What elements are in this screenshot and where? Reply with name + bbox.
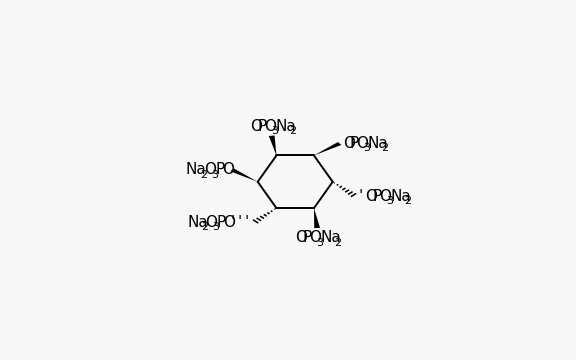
Polygon shape [314, 142, 342, 156]
Text: P: P [350, 136, 359, 151]
Text: P: P [257, 118, 266, 134]
Text: O: O [204, 162, 216, 177]
Text: O: O [365, 189, 377, 204]
Text: P: P [372, 189, 381, 204]
Text: 3: 3 [316, 238, 323, 248]
Text: 2: 2 [200, 170, 207, 180]
Text: O: O [357, 136, 369, 151]
Text: 3: 3 [211, 170, 218, 180]
Text: 2: 2 [404, 196, 411, 206]
Text: 3: 3 [363, 144, 370, 153]
Text: O: O [343, 136, 355, 151]
Text: Na: Na [186, 162, 207, 177]
Polygon shape [314, 208, 320, 228]
Text: O: O [295, 230, 308, 245]
Polygon shape [269, 135, 276, 156]
Text: P: P [302, 230, 312, 245]
Text: P: P [217, 215, 226, 230]
Text: O: O [223, 215, 235, 230]
Text: 3: 3 [212, 222, 219, 233]
Text: Na: Na [275, 118, 296, 134]
Text: Na: Na [368, 136, 389, 151]
Text: 2: 2 [335, 238, 342, 248]
Text: P: P [215, 162, 224, 177]
Text: 2: 2 [382, 144, 389, 153]
Text: O: O [309, 230, 321, 245]
Text: ': ' [237, 215, 241, 230]
Polygon shape [230, 168, 257, 182]
Text: 3: 3 [271, 126, 278, 136]
Text: 3: 3 [386, 196, 393, 206]
Text: ': ' [244, 215, 248, 230]
Text: O: O [264, 118, 276, 134]
Text: ': ' [358, 189, 362, 204]
Text: Na: Na [187, 215, 208, 230]
Text: Na: Na [321, 230, 342, 245]
Text: 2: 2 [289, 126, 296, 136]
Text: O: O [250, 118, 262, 134]
Text: 2: 2 [201, 222, 208, 233]
Text: O: O [205, 215, 217, 230]
Text: O: O [379, 189, 391, 204]
Text: O: O [222, 162, 234, 177]
Text: ': ' [230, 215, 234, 230]
Text: Na: Na [390, 189, 411, 204]
